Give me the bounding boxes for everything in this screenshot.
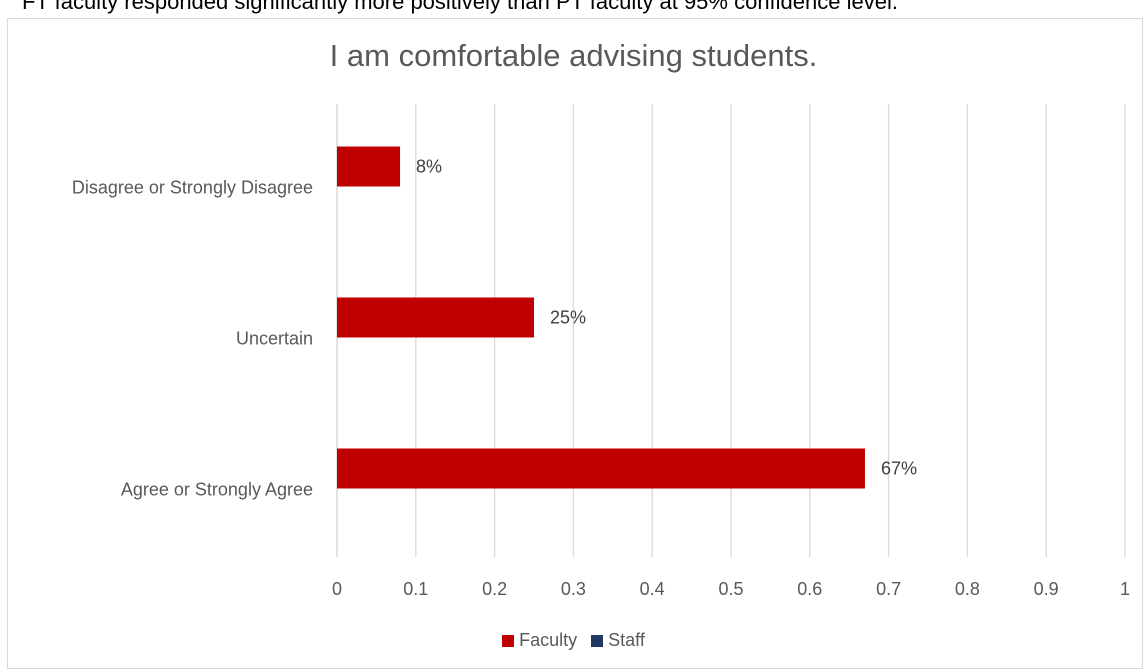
bars: [337, 146, 865, 489]
data-label-faculty-0: 8%: [416, 157, 442, 177]
x-tick-label: 0.6: [797, 579, 822, 599]
figure-caption: FT faculty responded significantly more …: [22, 0, 898, 14]
x-tick-label: 1: [1120, 579, 1130, 599]
bar-faculty-2: [337, 448, 865, 489]
chart-frame: [7, 18, 1143, 669]
legend: Faculty Staff: [0, 630, 1147, 651]
category-label: Agree or Strongly Agree: [121, 480, 313, 500]
bar-faculty-0: [337, 146, 401, 187]
x-tick-label: 0: [332, 579, 342, 599]
category-label: Disagree or Strongly Disagree: [72, 178, 313, 198]
x-tick-label: 0.9: [1034, 579, 1059, 599]
labels: 0 0.1 0.2 0.3 0.4 0.5 0.6 0.7 0.8 0.9 1 Disagree or…: [72, 157, 1130, 600]
x-tick-label: 0.3: [561, 579, 586, 599]
x-tick-label: 0.8: [955, 579, 980, 599]
legend-label-faculty: Faculty: [519, 630, 578, 650]
category-label: Uncertain: [236, 329, 313, 349]
legend-swatch-faculty: [502, 634, 515, 647]
chart-title: I am comfortable advising students.: [329, 38, 818, 73]
x-tick-label: 0.2: [482, 579, 507, 599]
x-tick-label: 0.7: [876, 579, 901, 599]
legend-swatch-staff: [591, 634, 604, 647]
legend-item-staff: Staff: [591, 630, 645, 651]
data-label-faculty-1: 25%: [550, 308, 586, 328]
legend-label-staff: Staff: [608, 630, 645, 650]
legend-item-faculty: Faculty: [502, 630, 577, 651]
x-tick-label: 0.1: [403, 579, 428, 599]
bar-faculty-1: [337, 297, 534, 338]
data-label-faculty-2: 67%: [881, 459, 917, 479]
x-tick-label: 0.4: [640, 579, 665, 599]
x-tick-label: 0.5: [718, 579, 743, 599]
